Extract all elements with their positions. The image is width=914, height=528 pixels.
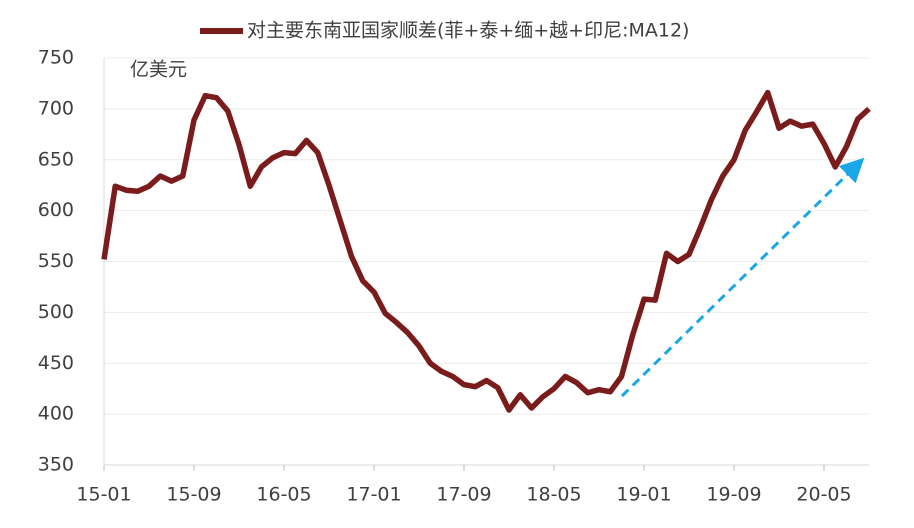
y-tick-label: 400: [38, 403, 74, 425]
y-tick-label: 750: [38, 47, 74, 69]
y-tick-label: 650: [38, 148, 74, 170]
y-tick-label: 500: [38, 301, 74, 323]
series-line: [101, 89, 871, 413]
trend-arrow: [620, 157, 865, 398]
x-tick-label: 15-09: [166, 484, 221, 506]
y-tick-label: 550: [38, 250, 74, 272]
x-tick-label: 17-01: [346, 484, 401, 506]
unit-label: 亿美元: [130, 59, 187, 81]
y-tick-label: 450: [38, 352, 74, 374]
y-tick-label: 350: [38, 454, 74, 476]
x-tick-label: 19-09: [706, 484, 761, 506]
x-tick-label: 17-09: [436, 484, 491, 506]
legend-label: 对主要东南亚国家顺差(菲+泰+缅+越+印尼:MA12): [247, 20, 689, 42]
x-tick-label: 19-01: [616, 484, 671, 506]
y-tick-label: 600: [38, 199, 74, 221]
x-tick-label: 16-05: [256, 484, 311, 506]
x-tick-label: 15-01: [76, 484, 131, 506]
x-tick-label: 20-05: [796, 484, 851, 506]
x-tick-label: 18-05: [526, 484, 581, 506]
y-tick-label: 700: [38, 97, 74, 119]
